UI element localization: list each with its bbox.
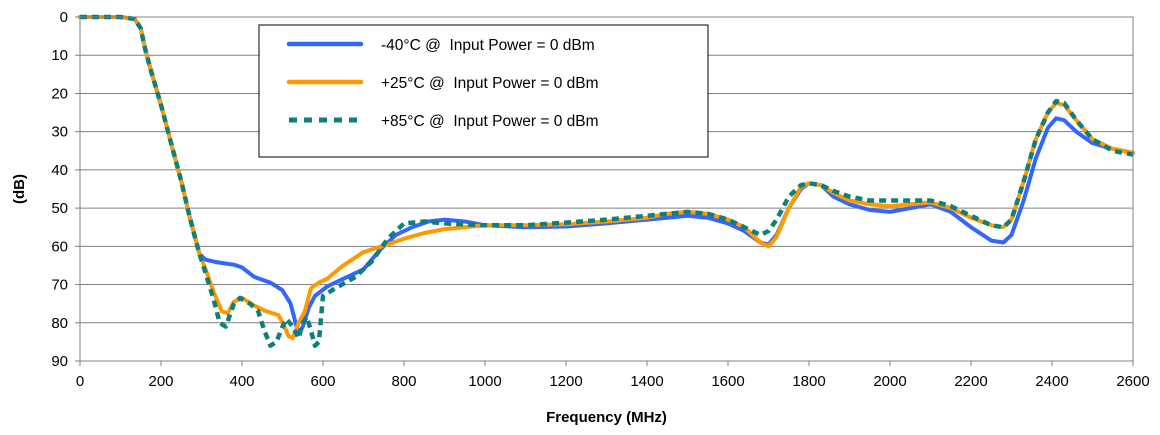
x-tick-label: 800 <box>391 373 416 390</box>
legend-label-1: -40°C @ Input Power = 0 dBm <box>381 37 595 54</box>
legend: -40°C @ Input Power = 0 dBm +25°C @ Input… <box>258 24 709 158</box>
x-axis-ticks: 0 200 400 600 800 1000 1200 1400 1600 1800 2000 220… <box>76 361 1150 390</box>
series-line-3 <box>80 14 1134 348</box>
y-tick-label: 10 <box>51 47 68 64</box>
x-tick-label: 2400 <box>1035 373 1068 390</box>
x-tick-label: 0 <box>76 373 84 390</box>
plot-area-frame <box>79 16 1134 362</box>
x-tick-label: 200 <box>148 373 173 390</box>
x-tick-label: 2600 <box>1116 373 1149 390</box>
y-tick-label: 80 <box>51 315 68 332</box>
y-tick-label: 20 <box>51 85 68 102</box>
y-tick-label: 40 <box>51 162 68 179</box>
y-tick-label: 30 <box>51 124 68 141</box>
x-tick-label: 2000 <box>873 373 906 390</box>
legend-label-2: +25°C @ Input Power = 0 dBm <box>381 75 599 92</box>
x-tick-label: 2200 <box>954 373 987 390</box>
y-axis-ticks: 0 10 20 30 40 50 60 70 80 90 <box>51 9 80 370</box>
x-tick-label: 1200 <box>549 373 582 390</box>
legend-box <box>258 24 709 158</box>
y-axis-title: (dB) <box>11 174 28 204</box>
legend-label-3: +85°C @ Input Power = 0 dBm <box>381 113 599 130</box>
x-tick-label: 400 <box>229 373 254 390</box>
x-tick-label: 1600 <box>711 373 744 390</box>
y-tick-label: 70 <box>51 277 68 294</box>
y-tick-label: 0 <box>60 9 68 26</box>
x-tick-label: 1000 <box>468 373 501 390</box>
series-layer <box>78 14 1135 348</box>
y-tick-label: 60 <box>51 238 68 255</box>
x-axis-title: Frequency (MHz) <box>546 409 667 426</box>
x-tick-label: 1800 <box>792 373 825 390</box>
y-tick-label: 90 <box>51 353 68 370</box>
y-tick-label: 50 <box>51 200 68 217</box>
x-tick-label: 600 <box>310 373 335 390</box>
x-tick-label: 1400 <box>630 373 663 390</box>
